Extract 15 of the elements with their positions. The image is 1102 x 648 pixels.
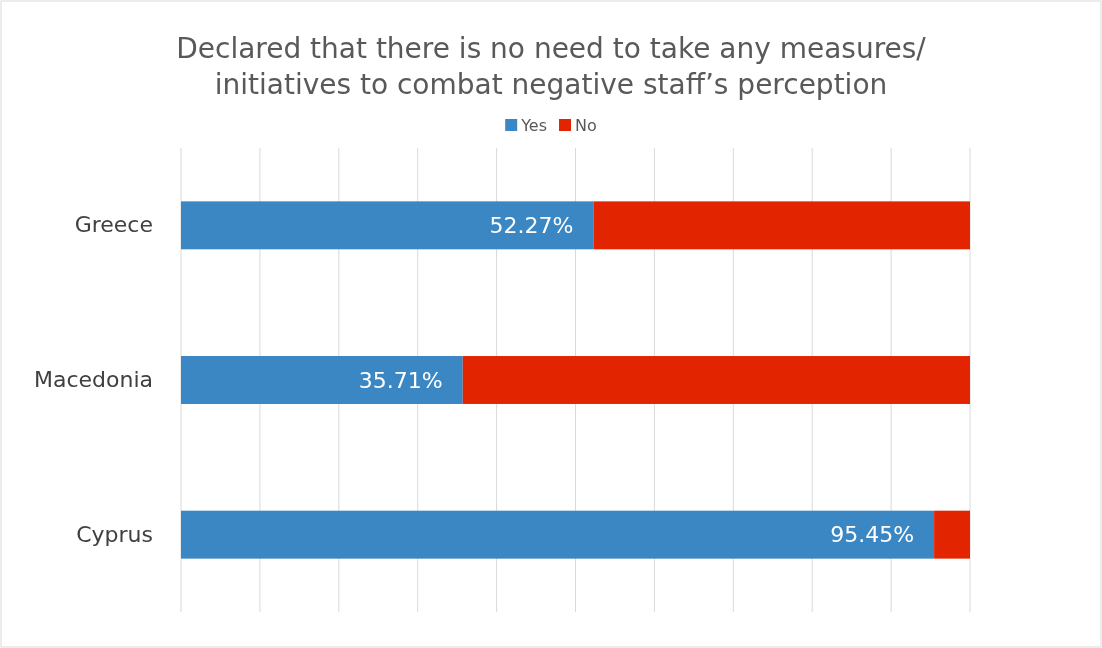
legend-label: No — [575, 115, 597, 135]
data-label: 52.27% — [489, 213, 574, 239]
data-label: 35.71% — [358, 367, 443, 393]
legend-label: Yes — [520, 115, 548, 135]
bar — [181, 510, 935, 559]
bar — [181, 201, 594, 250]
bar — [593, 201, 970, 250]
bar — [181, 356, 463, 404]
y-tick-label: Greece — [74, 212, 153, 238]
y-tick-label: Macedonia — [33, 367, 153, 393]
chart-title: Declared that there is no need to take any measures/ initiatives to combat negative staff’s perception — [176, 32, 927, 101]
bar — [934, 510, 970, 559]
data-label: 95.45% — [830, 522, 915, 548]
y-tick-label: Cyprus — [76, 521, 153, 547]
bar — [462, 356, 970, 404]
